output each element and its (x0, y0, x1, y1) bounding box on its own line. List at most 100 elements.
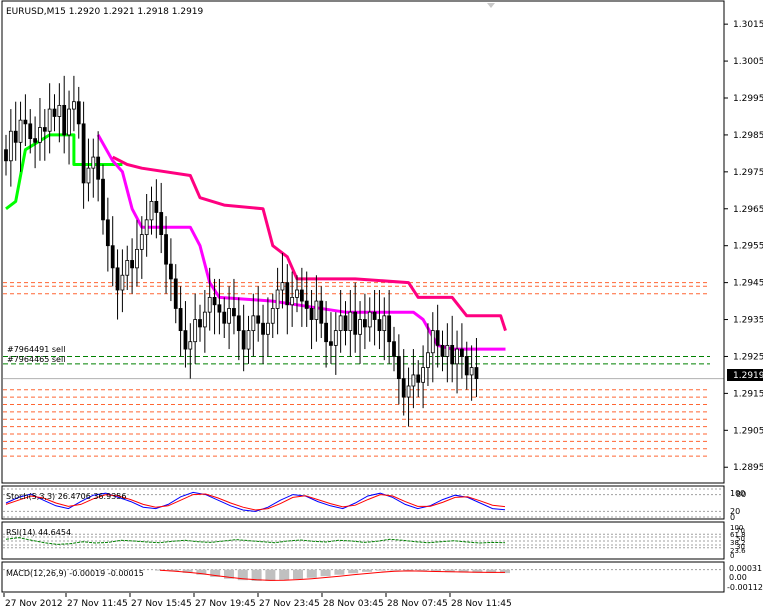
candle-body (377, 319, 382, 332)
candle-body (164, 234, 168, 265)
price-tick-label: 1.3015 (733, 20, 763, 30)
macd-header: MACD(12,26,9) -0.00019 -0.00015 (6, 569, 144, 578)
candle-body (67, 108, 71, 136)
rsi-scale-30: 30 (736, 543, 745, 551)
candle-body (280, 282, 285, 291)
stoch-scale-100: 100 (730, 489, 745, 498)
candle-body (57, 104, 62, 117)
candle-body (295, 289, 299, 298)
candle-body (101, 178, 105, 221)
candle-body (18, 119, 23, 143)
macd-histogram-bar (375, 569, 386, 571)
candle-body (261, 322, 265, 335)
macd-histogram-bar (168, 569, 179, 572)
trail_magenta_inner-line (96, 134, 506, 351)
candle-body (154, 200, 159, 213)
candle-body (348, 311, 353, 332)
price-tick-label: 1.2945 (733, 279, 763, 289)
trail_magenta_outer-line (112, 155, 507, 332)
candle-body (324, 322, 329, 343)
candle-body (222, 311, 227, 324)
candle-body (130, 260, 135, 269)
price-tick-label: 1.2895 (733, 463, 763, 473)
candle-body (358, 319, 362, 335)
candle-body (212, 296, 217, 306)
macd-histogram-bar (348, 569, 359, 574)
candle-body (232, 308, 236, 317)
price-tick-label: 1.2905 (733, 426, 763, 436)
candle-body (23, 119, 28, 125)
candle-body (188, 341, 193, 350)
candle-body (387, 315, 392, 343)
price-tick-label: 1.2975 (733, 168, 763, 178)
candle-body (52, 108, 57, 117)
candle-body (207, 296, 212, 313)
macd-histogram-bar (500, 569, 510, 574)
candle-body (353, 311, 358, 335)
stoch-scale-0: 0 (730, 513, 735, 522)
candle-body (178, 308, 183, 332)
main-chart-header: EURUSD,M15 1.2920 1.2921 1.2918 1.2919 (6, 7, 204, 17)
time-tick-label: 27 Nov 11:45 (67, 599, 128, 609)
macd-histogram-bar (251, 569, 262, 581)
candle-body (139, 234, 144, 250)
candle-body (38, 127, 42, 143)
price-tick-label: 1.2935 (733, 316, 763, 326)
candle-body (47, 108, 52, 132)
candle-body (392, 341, 396, 357)
candle-body (115, 267, 120, 291)
candle-body (459, 348, 464, 357)
candle-body (4, 149, 8, 162)
macd-histogram-bar (334, 569, 345, 575)
candle-body (445, 344, 450, 357)
candle-body (440, 344, 445, 357)
price-tick-label: 1.3005 (733, 57, 763, 67)
candle-body (72, 101, 76, 110)
candle-body (450, 344, 455, 365)
chart-shift-marker-icon[interactable] (487, 3, 495, 8)
candle-body (372, 311, 377, 320)
candle-body (13, 130, 18, 143)
candle-body (33, 138, 37, 143)
candle-body (42, 127, 47, 132)
price-scale: 1.3015 1.3005 1.2995 1.2985 1.2975 1.2965 1.29… (724, 20, 763, 473)
candle-body (144, 219, 149, 236)
candle-body (285, 282, 290, 306)
candle-body (91, 156, 96, 169)
macd-histogram-bar (431, 569, 441, 572)
candle-body (270, 308, 275, 324)
candle-body (426, 352, 430, 368)
macd-histogram-bar (279, 569, 290, 581)
candle-body (314, 300, 319, 320)
candle-body (149, 200, 154, 221)
rsi-scale-70: 70 (736, 527, 745, 535)
candle-body (333, 330, 338, 346)
macd-scale-bottom: -0.00112 (727, 583, 763, 592)
candle-body (299, 289, 304, 302)
order-label-7964491: #7964491 sell (7, 345, 65, 354)
current-price-badge (727, 369, 763, 381)
candle-body (464, 356, 469, 376)
time-tick-label: 27 Nov 23:45 (259, 599, 320, 609)
time-tick-label: 28 Nov 11:45 (451, 599, 512, 609)
candle-body (382, 315, 387, 332)
time-tick-label: 28 Nov 07:45 (387, 599, 448, 609)
macd-histogram-bar (486, 569, 497, 573)
macd-histogram-bar (417, 569, 428, 572)
candle-body (96, 156, 101, 180)
candle-body (421, 367, 426, 383)
macd-histogram-bar (265, 569, 276, 581)
candle-body (290, 296, 295, 306)
candle-body (406, 385, 411, 398)
macd-histogram-bar (293, 569, 303, 580)
macd-histogram-bar (403, 569, 414, 571)
macd-histogram-bar (306, 569, 317, 578)
candle-body (416, 374, 421, 383)
candlestick-series (4, 75, 479, 427)
candle-body (455, 348, 459, 365)
candle-body (319, 300, 324, 324)
macd-histogram-bar (237, 569, 248, 581)
stoch-line (5, 491, 506, 512)
